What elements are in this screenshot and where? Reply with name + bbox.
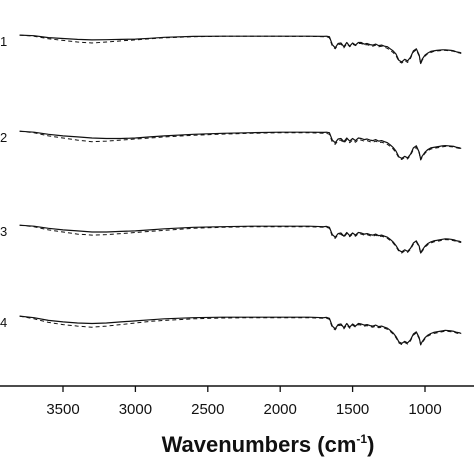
x-tick-label-2500: 2500 [191, 401, 224, 418]
x-tick-label-1000: 1000 [408, 401, 441, 418]
x-tick-label-1500: 1500 [336, 401, 369, 418]
sample-label-1: 1 [0, 34, 7, 49]
spectrum-2-solid [19, 130, 462, 161]
sample-label-4: 4 [0, 315, 7, 330]
sample-label-2: 2 [0, 130, 7, 145]
panel-labels: 1 2 3 4 [0, 34, 7, 330]
spectrum-4-solid [19, 315, 462, 346]
spectrum-1-solid [19, 34, 462, 65]
spectrum-3-dashed [19, 224, 462, 254]
spectrum-2-dashed [19, 130, 462, 161]
series-layer [19, 34, 462, 346]
sample-label-3: 3 [0, 224, 7, 239]
x-tick-label-3000: 3000 [119, 401, 152, 418]
plot-frame [0, 385, 474, 387]
x-axis-title: Wavenumbers (cm-1) [162, 432, 375, 457]
spectrum-3-solid [19, 224, 462, 254]
x-tick-label-2000: 2000 [264, 401, 297, 418]
x-tick-label-3500: 3500 [46, 401, 79, 418]
x-axis: 3500 3000 2500 2000 1500 1000 [46, 386, 442, 418]
spectrum-4-dashed [19, 315, 462, 346]
